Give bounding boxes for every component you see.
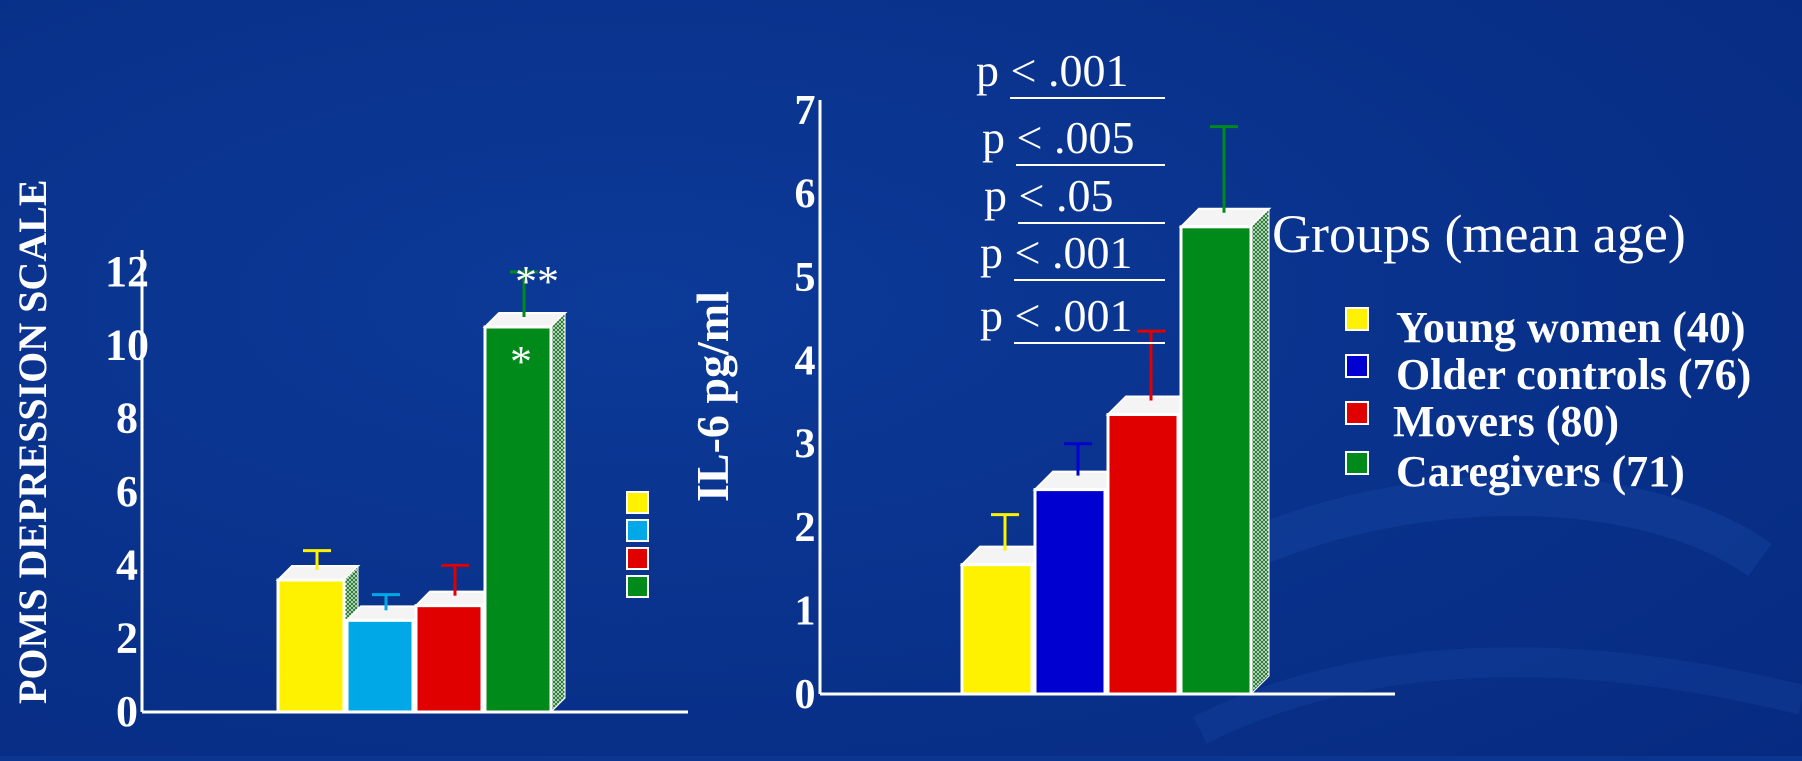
bar xyxy=(345,618,415,714)
significance-mark-double: ** xyxy=(515,257,559,306)
bar xyxy=(1106,413,1180,696)
legend: Groups (mean age) Young women (40)Older … xyxy=(1272,204,1751,496)
il6-chart: IL-6 pg/ml 0 1 2 3 4 5 6 7 p < .001 p < .005 p < … xyxy=(687,45,1395,718)
legend-title: Groups (mean age) xyxy=(1272,204,1686,264)
bar xyxy=(276,578,346,714)
bar xyxy=(960,563,1034,696)
y-tick-label: 3 xyxy=(795,422,816,468)
legend-swatch xyxy=(1345,451,1369,475)
bar xyxy=(483,325,553,714)
bar xyxy=(414,604,484,714)
p-value-label: p < .005 xyxy=(982,112,1134,163)
y-tick-label: 4 xyxy=(116,540,138,589)
significance-mark-single: * xyxy=(510,337,532,386)
p-value-label: p < .001 xyxy=(980,290,1132,341)
color-swatch xyxy=(626,547,649,570)
y-tick-label: 6 xyxy=(116,467,138,516)
color-swatch xyxy=(626,575,649,598)
y-tick-label: 0 xyxy=(116,687,138,736)
bar xyxy=(1179,225,1253,696)
bar-group xyxy=(482,270,568,714)
y-tick-label: 12 xyxy=(105,247,149,296)
y-tick-label: 10 xyxy=(105,320,149,369)
bar-group xyxy=(1178,125,1272,696)
color-swatch-column xyxy=(626,491,649,598)
y-tick-label: 2 xyxy=(795,505,816,551)
p-value-label: p < .05 xyxy=(984,170,1113,221)
legend-swatch xyxy=(1345,401,1369,425)
bar-side-face xyxy=(1250,207,1270,696)
y-tick-label: 7 xyxy=(795,88,816,134)
color-swatch xyxy=(626,491,649,514)
il6-y-axis-label: IL-6 pg/ml xyxy=(687,291,738,502)
background-swoosh xyxy=(1193,647,1802,744)
bar-side-face xyxy=(550,311,566,714)
y-tick-label: 1 xyxy=(795,589,816,635)
y-tick-label: 2 xyxy=(116,614,138,663)
legend-swatch xyxy=(1345,307,1369,331)
p-value-label: p < .001 xyxy=(980,227,1132,278)
poms-chart: POMS DEPRESSION SCALE 0 2 4 6 8 10 12 ** * xyxy=(10,179,688,736)
bar xyxy=(1033,488,1107,696)
poms-y-axis-label: POMS DEPRESSION SCALE xyxy=(10,179,55,704)
p-value-label: p < .001 xyxy=(976,45,1128,96)
legend-item-label: Young women (40) xyxy=(1396,303,1746,352)
y-tick-label: 0 xyxy=(795,672,816,718)
legend-item-label: Movers (80) xyxy=(1393,397,1619,446)
bar-group xyxy=(275,549,361,714)
legend-item-label: Older controls (76) xyxy=(1396,350,1751,399)
y-tick-label: 5 xyxy=(795,255,816,301)
legend-item-label: Caregivers (71) xyxy=(1396,447,1685,496)
y-tick-label: 4 xyxy=(795,338,816,384)
color-swatch xyxy=(626,519,649,542)
y-tick-label: 6 xyxy=(795,171,816,217)
y-tick-label: 8 xyxy=(116,394,138,443)
legend-swatch xyxy=(1345,354,1369,378)
